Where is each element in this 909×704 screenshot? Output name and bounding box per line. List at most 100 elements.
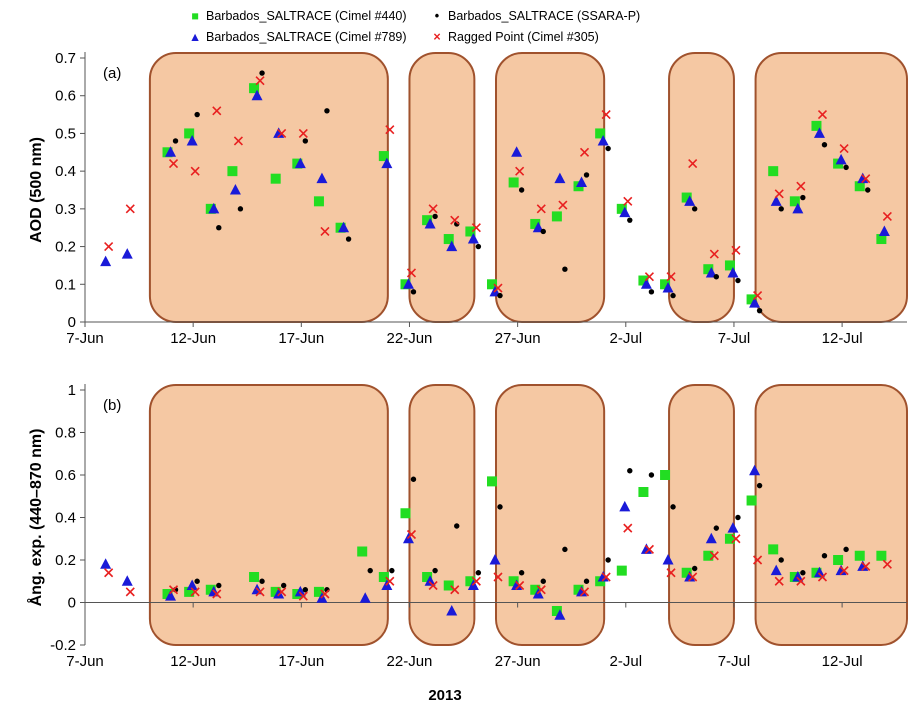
data-point-cimel789 bbox=[186, 579, 198, 590]
data-point-ssara bbox=[562, 266, 568, 272]
data-point-ragged bbox=[406, 529, 417, 540]
data-point-ragged bbox=[882, 211, 892, 221]
data-point-ragged bbox=[406, 268, 417, 278]
data-point-ragged bbox=[298, 591, 308, 601]
data-point-cimel440 bbox=[616, 203, 627, 214]
data-point-cimel440 bbox=[768, 544, 779, 555]
data-point-ragged bbox=[666, 272, 676, 282]
data-point-cimel440 bbox=[184, 586, 195, 597]
x-tick-label: 12-Jun bbox=[170, 330, 216, 347]
data-point-cimel789 bbox=[792, 202, 804, 214]
data-point-ssara bbox=[194, 111, 200, 118]
data-point-ssara bbox=[778, 206, 784, 212]
y-tick-label: 0.8 bbox=[55, 425, 76, 442]
data-point-ragged bbox=[428, 204, 438, 214]
data-point-cimel789 bbox=[381, 157, 393, 169]
data-point-cimel789 bbox=[576, 176, 588, 187]
y-tick-label: 0 bbox=[68, 314, 76, 331]
y-tick-label: 1 bbox=[68, 382, 76, 399]
data-point-cimel440 bbox=[530, 218, 541, 229]
data-point-ssara bbox=[172, 138, 179, 144]
x-tick-label: 27-Jun bbox=[495, 653, 541, 670]
data-point-cimel440 bbox=[487, 476, 497, 487]
data-point-ragged bbox=[125, 204, 135, 214]
legend-label: Barbados_SALTRACE (Cimel #440) bbox=[206, 9, 407, 23]
data-point-cimel440 bbox=[313, 586, 324, 597]
data-point-ssara bbox=[432, 567, 438, 574]
data-point-cimel789 bbox=[857, 172, 869, 184]
data-point-ssara bbox=[259, 578, 265, 584]
data-point-cimel789 bbox=[619, 500, 631, 512]
data-point-ragged bbox=[320, 226, 330, 237]
data-point-cimel789 bbox=[402, 278, 414, 289]
data-point-ssara bbox=[475, 570, 482, 576]
x-tick-label: 27-Jun bbox=[495, 330, 541, 347]
data-point-ragged bbox=[385, 125, 395, 135]
data-point-ragged bbox=[168, 159, 179, 169]
data-point-cimel440 bbox=[508, 576, 519, 587]
data-point-cimel789 bbox=[684, 195, 696, 206]
data-point-ssara bbox=[302, 587, 309, 593]
legend-item-ssara: • Barbados_SALTRACE (SSARA-P) bbox=[430, 9, 640, 23]
data-point-ssara bbox=[454, 523, 460, 529]
data-point-ssara bbox=[518, 570, 525, 576]
cross-marker-icon: × bbox=[433, 30, 441, 44]
data-point-ssara bbox=[627, 468, 633, 474]
data-point-cimel440 bbox=[162, 589, 173, 599]
data-point-ragged bbox=[601, 572, 611, 582]
y-axis-title: Ång. exp. (440–870 nm) bbox=[26, 429, 45, 607]
data-point-cimel440 bbox=[508, 177, 519, 188]
data-point-ragged bbox=[168, 585, 179, 595]
data-point-ssara bbox=[821, 553, 828, 559]
data-point-ssara bbox=[605, 145, 611, 152]
data-point-cimel440 bbox=[746, 495, 757, 506]
y-tick-label: 0.6 bbox=[55, 88, 76, 105]
y-tick-label: 0.7 bbox=[55, 50, 76, 67]
data-point-ssara bbox=[259, 70, 265, 76]
data-point-ragged bbox=[277, 128, 287, 138]
data-point-cimel440 bbox=[378, 151, 389, 162]
data-point-ssara bbox=[216, 582, 222, 589]
data-point-cimel440 bbox=[724, 260, 735, 271]
data-point-ragged bbox=[385, 576, 395, 586]
data-point-cimel789 bbox=[792, 571, 804, 582]
y-tick-label: 0.1 bbox=[55, 276, 76, 293]
data-point-ssara bbox=[756, 482, 763, 489]
data-point-cimel789 bbox=[186, 134, 198, 146]
data-point-cimel789 bbox=[121, 575, 133, 586]
data-point-ssara bbox=[432, 213, 438, 220]
x-tick-label: 2-Jul bbox=[610, 330, 643, 347]
data-point-ragged bbox=[796, 181, 806, 191]
data-point-ragged bbox=[623, 196, 633, 206]
data-point-cimel789 bbox=[208, 202, 220, 214]
data-point-ragged bbox=[104, 568, 114, 578]
data-point-cimel789 bbox=[294, 585, 306, 597]
data-point-ssara bbox=[670, 504, 676, 510]
data-point-cimel440 bbox=[854, 181, 865, 192]
x-tick-label: 17-Jun bbox=[278, 330, 324, 347]
data-point-cimel789 bbox=[467, 233, 479, 244]
data-point-ragged bbox=[298, 128, 308, 138]
data-point-ragged bbox=[774, 189, 784, 199]
x-axis-title: 2013 bbox=[428, 687, 461, 704]
data-point-cimel789 bbox=[662, 282, 674, 293]
data-point-ssara bbox=[583, 578, 590, 584]
data-point-cimel789 bbox=[640, 543, 652, 554]
data-point-ragged bbox=[536, 204, 546, 214]
dot-marker-icon: • bbox=[434, 9, 440, 23]
data-point-cimel789 bbox=[705, 532, 717, 544]
x-tick-label: 7-Jul bbox=[718, 653, 751, 670]
data-point-cimel440 bbox=[660, 279, 671, 290]
data-point-cimel440 bbox=[530, 584, 541, 595]
data-point-ragged bbox=[666, 568, 676, 578]
data-point-ssara bbox=[540, 578, 546, 584]
data-point-cimel789 bbox=[835, 564, 847, 576]
data-point-cimel440 bbox=[854, 550, 865, 561]
data-point-ssara bbox=[324, 108, 330, 114]
data-point-ragged bbox=[688, 159, 698, 169]
highlight-period-box bbox=[408, 52, 476, 323]
data-point-cimel440 bbox=[616, 565, 627, 576]
data-point-cimel789 bbox=[727, 522, 739, 533]
data-point-ragged bbox=[212, 589, 222, 599]
